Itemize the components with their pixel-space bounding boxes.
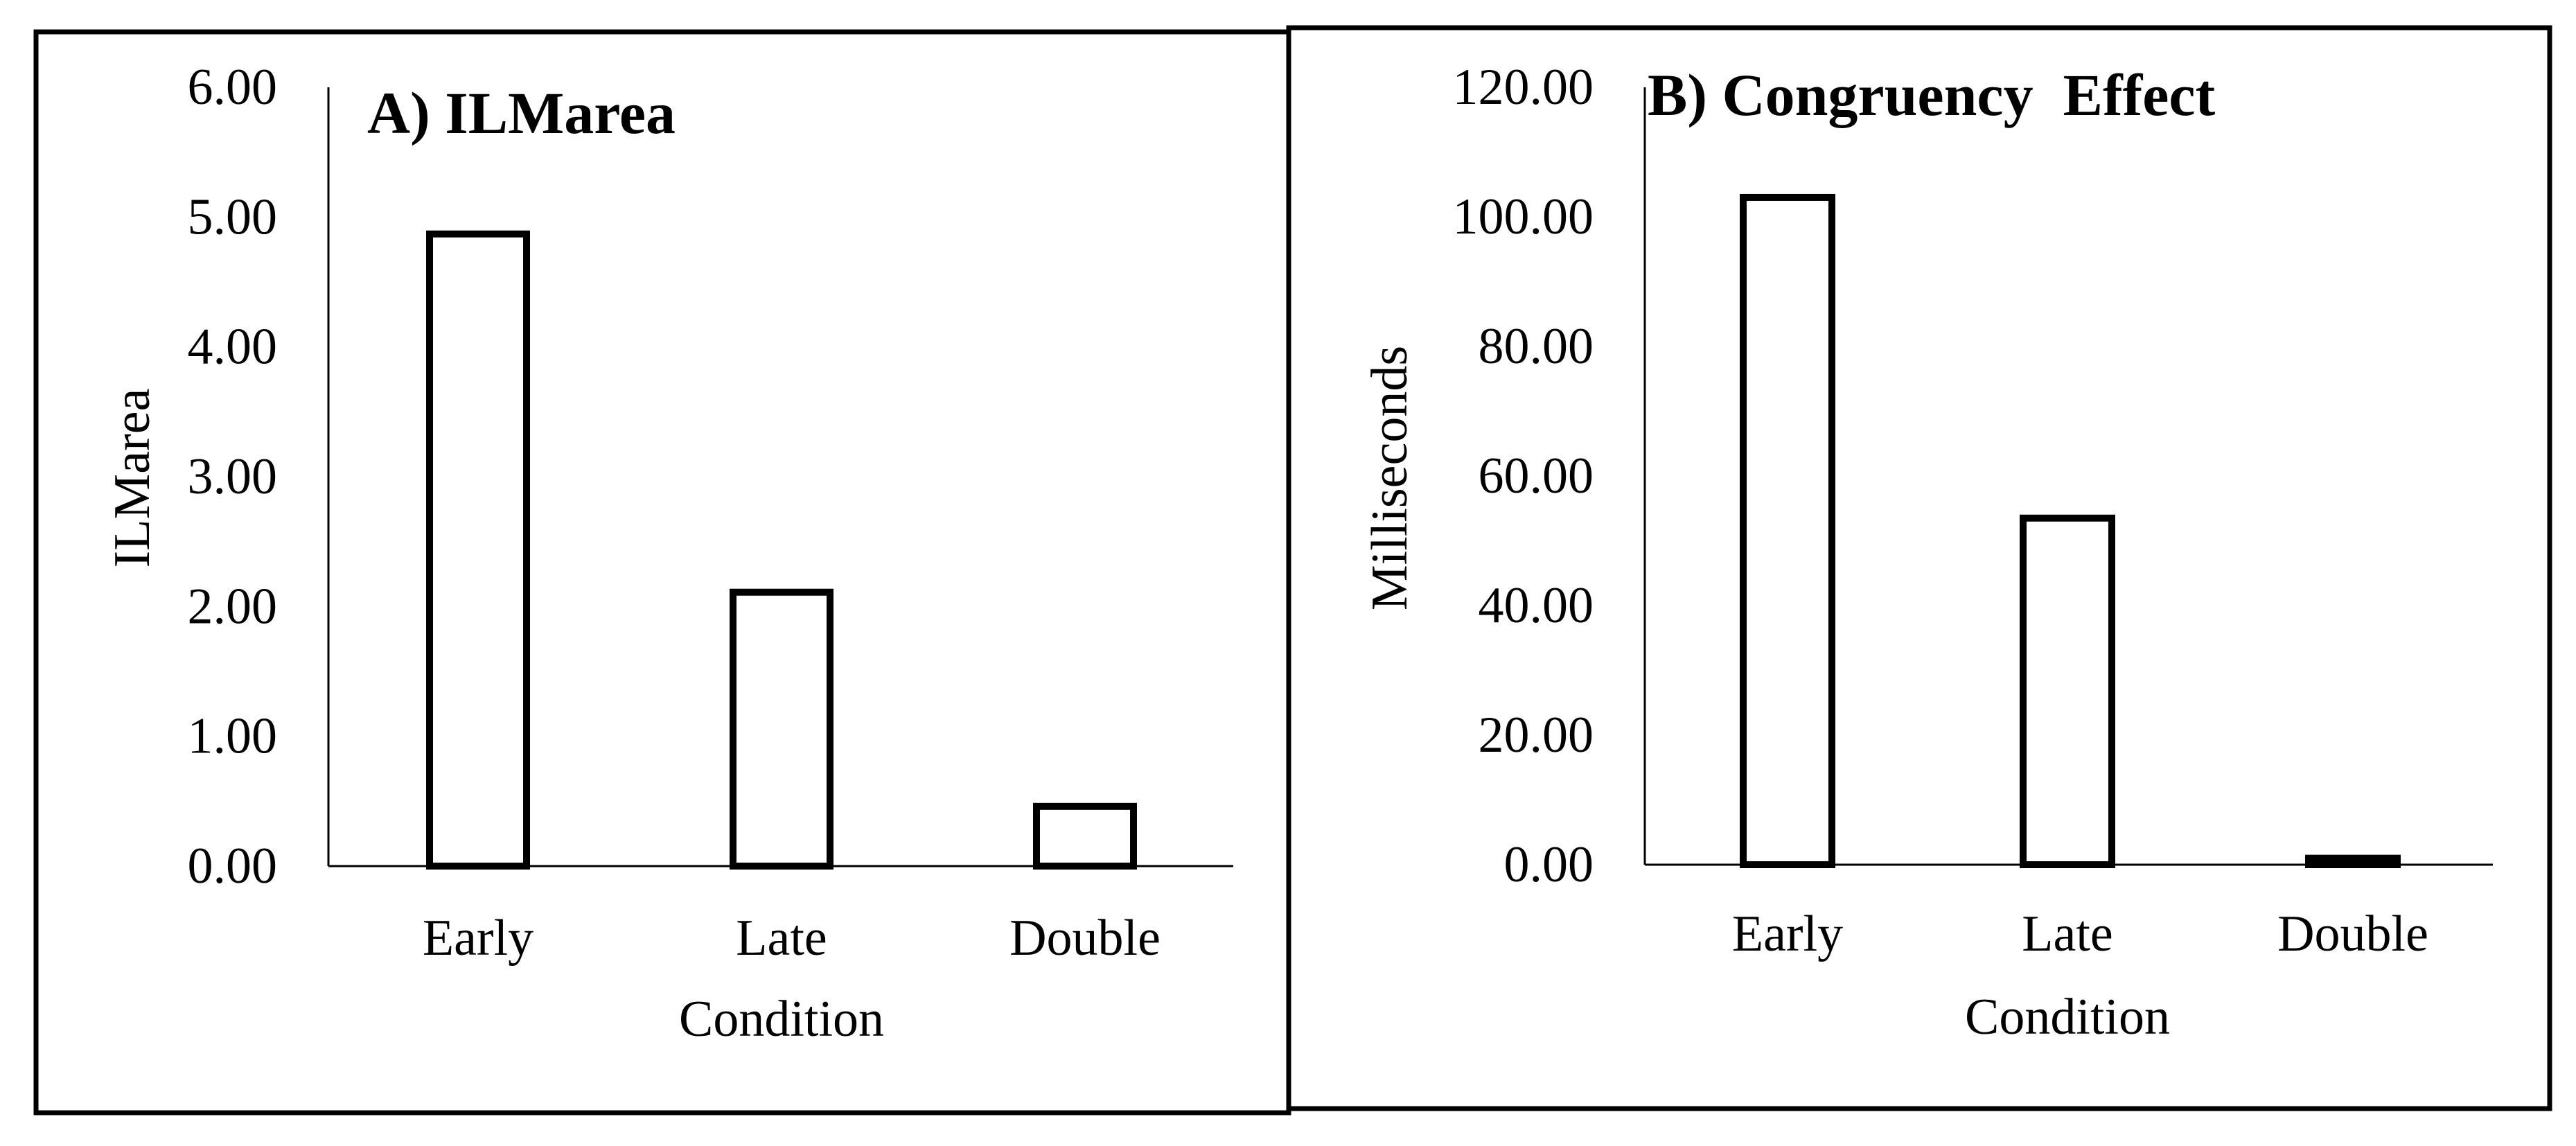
panel-b-x-tick-label: Late	[2022, 906, 2112, 962]
panel-a-y-tick-label: 5.00	[188, 188, 278, 245]
panel-b-y-tick-label: 0.00	[1504, 836, 1594, 893]
panel-a-y-tick-label: 6.00	[188, 59, 278, 116]
panel-b-axes	[1643, 87, 2493, 866]
panel-b-bar-late	[2020, 514, 2115, 869]
panel-b-y-tick-label: 100.00	[1453, 188, 1594, 245]
panel-b-x-tick-label: Double	[2277, 906, 2428, 962]
panel-b-bars	[1740, 193, 2401, 869]
panel-a-bar-double	[1033, 802, 1137, 870]
panel-a-x-ticks: Early Late Double	[423, 910, 1161, 967]
panel-a-frame	[33, 29, 1291, 1116]
panel-b-y-tick-label: 40.00	[1479, 577, 1594, 634]
panel-a-x-tick-label: Early	[423, 910, 533, 967]
panel-a-x-tick-label: Late	[736, 910, 827, 967]
panel-a-y-tick-label: 0.00	[188, 838, 278, 894]
panel-a-y-tick-label: 4.00	[188, 319, 278, 376]
panel-a-y-axis-label: ILMarea	[104, 389, 161, 568]
panel-a-bar-late	[730, 588, 833, 870]
panel-b-y-tick-label: 120.00	[1453, 59, 1594, 116]
panel-b-x-axis-label: Condition	[1965, 989, 2170, 1046]
panel-b-frame	[1286, 25, 2552, 1111]
panel-a-axes	[327, 87, 1233, 867]
panel-a-bar-early	[426, 230, 530, 870]
panel-a: A) ILMarea ILMarea Condition 0.00 1.00 2.0…	[104, 59, 1233, 1048]
panel-a-x-tick-label: Double	[1009, 910, 1161, 967]
panel-b-y-tick-label: 80.00	[1479, 318, 1594, 375]
panel-b: B) Congruency Effect Milliseconds Condit…	[1361, 59, 2493, 1046]
panel-b-bar-early	[1740, 193, 1835, 868]
panel-a-y-tick-label: 3.00	[188, 448, 278, 505]
panel-a-y-tick-label: 1.00	[188, 708, 278, 765]
panel-a-bars	[426, 230, 1137, 870]
panel-b-y-tick-label: 20.00	[1479, 707, 1594, 764]
panel-b-y-ticks: 0.00 20.00 40.00 60.00 80.00 100.00 120.00	[1453, 59, 1594, 893]
panel-a-x-axis-label: Condition	[679, 991, 884, 1048]
panel-b-y-axis-label: Milliseconds	[1361, 346, 1418, 610]
panel-b-title: B) Congruency Effect	[1648, 62, 2216, 128]
panel-a-y-ticks: 0.00 1.00 2.00 3.00 4.00 5.00 6.00	[188, 59, 278, 894]
panel-a-y-tick-label: 2.00	[188, 578, 278, 635]
panel-b-x-tick-label: Early	[1732, 906, 1843, 962]
panel-b-x-ticks: Early Late Double	[1732, 906, 2428, 962]
panel-a-title: A) ILMarea	[367, 80, 676, 146]
panel-b-y-tick-label: 60.00	[1479, 448, 1594, 504]
